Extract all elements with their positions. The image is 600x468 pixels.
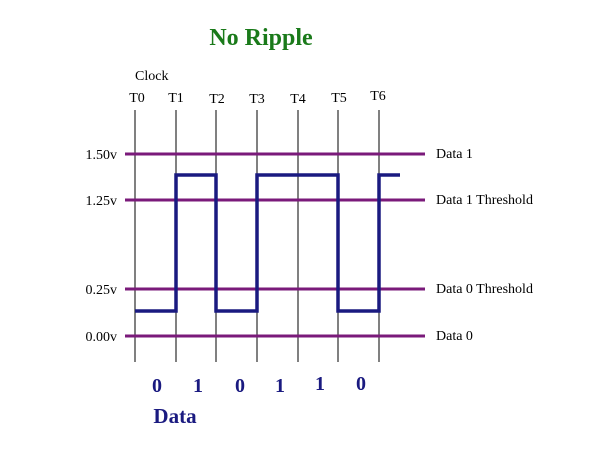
bit-value: 1 <box>315 373 325 395</box>
bit-value: 1 <box>275 375 285 397</box>
bit-value: 1 <box>193 375 203 397</box>
voltage-value-1-25: 1.25v <box>86 194 118 209</box>
clock-tick-t3: T3 <box>249 92 265 107</box>
voltage-value-0-25: 0.25v <box>86 283 118 298</box>
bit-value: 0 <box>356 373 366 395</box>
clock-label: Clock <box>135 69 168 84</box>
level-name-data-1: Data 1 <box>436 147 473 162</box>
voltage-value-1-50: 1.50v <box>86 148 118 163</box>
bit-value: 0 <box>235 375 245 397</box>
diagram-title: No Ripple <box>209 25 313 51</box>
level-name-data-1-threshold: Data 1 Threshold <box>436 193 533 208</box>
clock-tick-t4: T4 <box>290 92 306 107</box>
clock-tick-t5: T5 <box>331 91 347 106</box>
level-name-data-0-threshold: Data 0 Threshold <box>436 282 533 297</box>
clock-tick-t6: T6 <box>370 89 386 104</box>
clock-tick-t2: T2 <box>209 92 225 107</box>
clock-tick-t1: T1 <box>168 91 184 106</box>
bit-value: 0 <box>152 375 162 397</box>
data-label: Data <box>153 404 197 428</box>
level-name-data-0: Data 0 <box>436 329 473 344</box>
voltage-value-0-00: 0.00v <box>86 330 118 345</box>
clock-tick-t0: T0 <box>129 91 145 106</box>
signal-waveform <box>135 173 400 313</box>
